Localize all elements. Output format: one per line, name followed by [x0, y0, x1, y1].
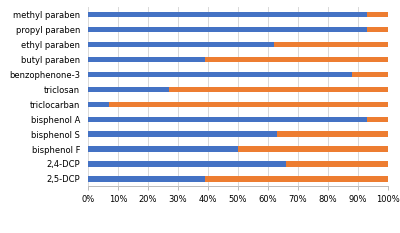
Bar: [88, 27, 367, 32]
Bar: [367, 27, 388, 32]
Bar: [274, 42, 388, 47]
Bar: [88, 42, 274, 47]
Bar: [88, 161, 286, 167]
Bar: [286, 161, 388, 167]
Bar: [205, 57, 388, 62]
Bar: [88, 72, 352, 77]
Bar: [169, 87, 388, 92]
Bar: [238, 146, 388, 152]
Bar: [88, 116, 367, 122]
Bar: [88, 87, 169, 92]
Bar: [88, 146, 238, 152]
Bar: [88, 131, 277, 137]
Bar: [88, 57, 205, 62]
Bar: [367, 116, 388, 122]
Bar: [88, 176, 205, 182]
Bar: [352, 72, 388, 77]
Bar: [367, 12, 388, 17]
Bar: [88, 102, 109, 107]
Bar: [109, 102, 388, 107]
Bar: [88, 12, 367, 17]
Bar: [277, 131, 388, 137]
Bar: [205, 176, 388, 182]
